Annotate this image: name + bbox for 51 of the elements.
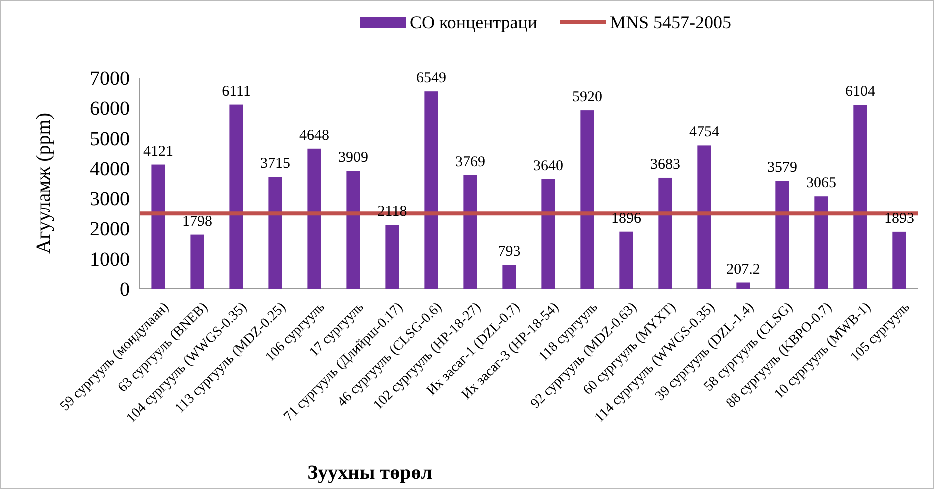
y-tick-label: 3000 [90, 188, 130, 211]
legend-label: MNS 5457-2005 [610, 12, 732, 32]
bar [152, 164, 166, 289]
bar [698, 146, 712, 289]
y-tick-label: 2000 [90, 218, 130, 241]
bar [268, 177, 282, 289]
data-label: 3579 [767, 160, 798, 176]
bar [464, 175, 478, 289]
bar [308, 148, 322, 289]
y-tick-label: 1000 [90, 248, 130, 271]
data-label: 1896 [611, 210, 642, 227]
bar [502, 265, 516, 289]
data-label: 6104 [845, 84, 876, 100]
data-label: 207.2 [726, 262, 760, 278]
data-label: 3640 [534, 158, 564, 174]
bar [854, 105, 868, 289]
bar [386, 225, 400, 289]
data-label: 3769 [456, 154, 486, 170]
y-tick-label: 6000 [90, 98, 130, 120]
y-tick-label: 0 [120, 279, 130, 301]
data-label: 3065 [806, 176, 836, 192]
bar [190, 234, 204, 289]
y-axis-title: Агууламж (ppm) [33, 113, 55, 254]
data-label: 1798 [182, 214, 213, 230]
bar [776, 181, 790, 289]
y-tick-label: 4000 [90, 158, 130, 180]
data-label: 3715 [260, 156, 291, 172]
legend-label: CO концентраци [410, 12, 538, 32]
x-axis-title: Зуухны төрөл [308, 462, 432, 484]
data-label: 4121 [144, 144, 174, 160]
bar [424, 92, 438, 289]
data-label: 6549 [416, 70, 447, 87]
data-label: 6111 [222, 84, 251, 100]
bar [542, 179, 556, 289]
data-label: 793 [498, 244, 521, 260]
bar [892, 232, 906, 289]
bar [736, 282, 750, 289]
bar [620, 232, 634, 289]
bar [814, 196, 828, 289]
y-tick-label: 5000 [90, 128, 130, 150]
bar [658, 178, 672, 289]
bar [230, 104, 244, 289]
data-label: 3683 [650, 156, 680, 173]
bar [346, 171, 360, 289]
data-label: 3909 [338, 150, 369, 166]
data-label: 4754 [689, 124, 720, 141]
data-label: 1893 [884, 210, 914, 227]
data-label: 4648 [300, 128, 330, 144]
y-tick-label: 7000 [90, 68, 130, 90]
data-label: 5920 [572, 90, 602, 106]
bar [580, 110, 594, 289]
